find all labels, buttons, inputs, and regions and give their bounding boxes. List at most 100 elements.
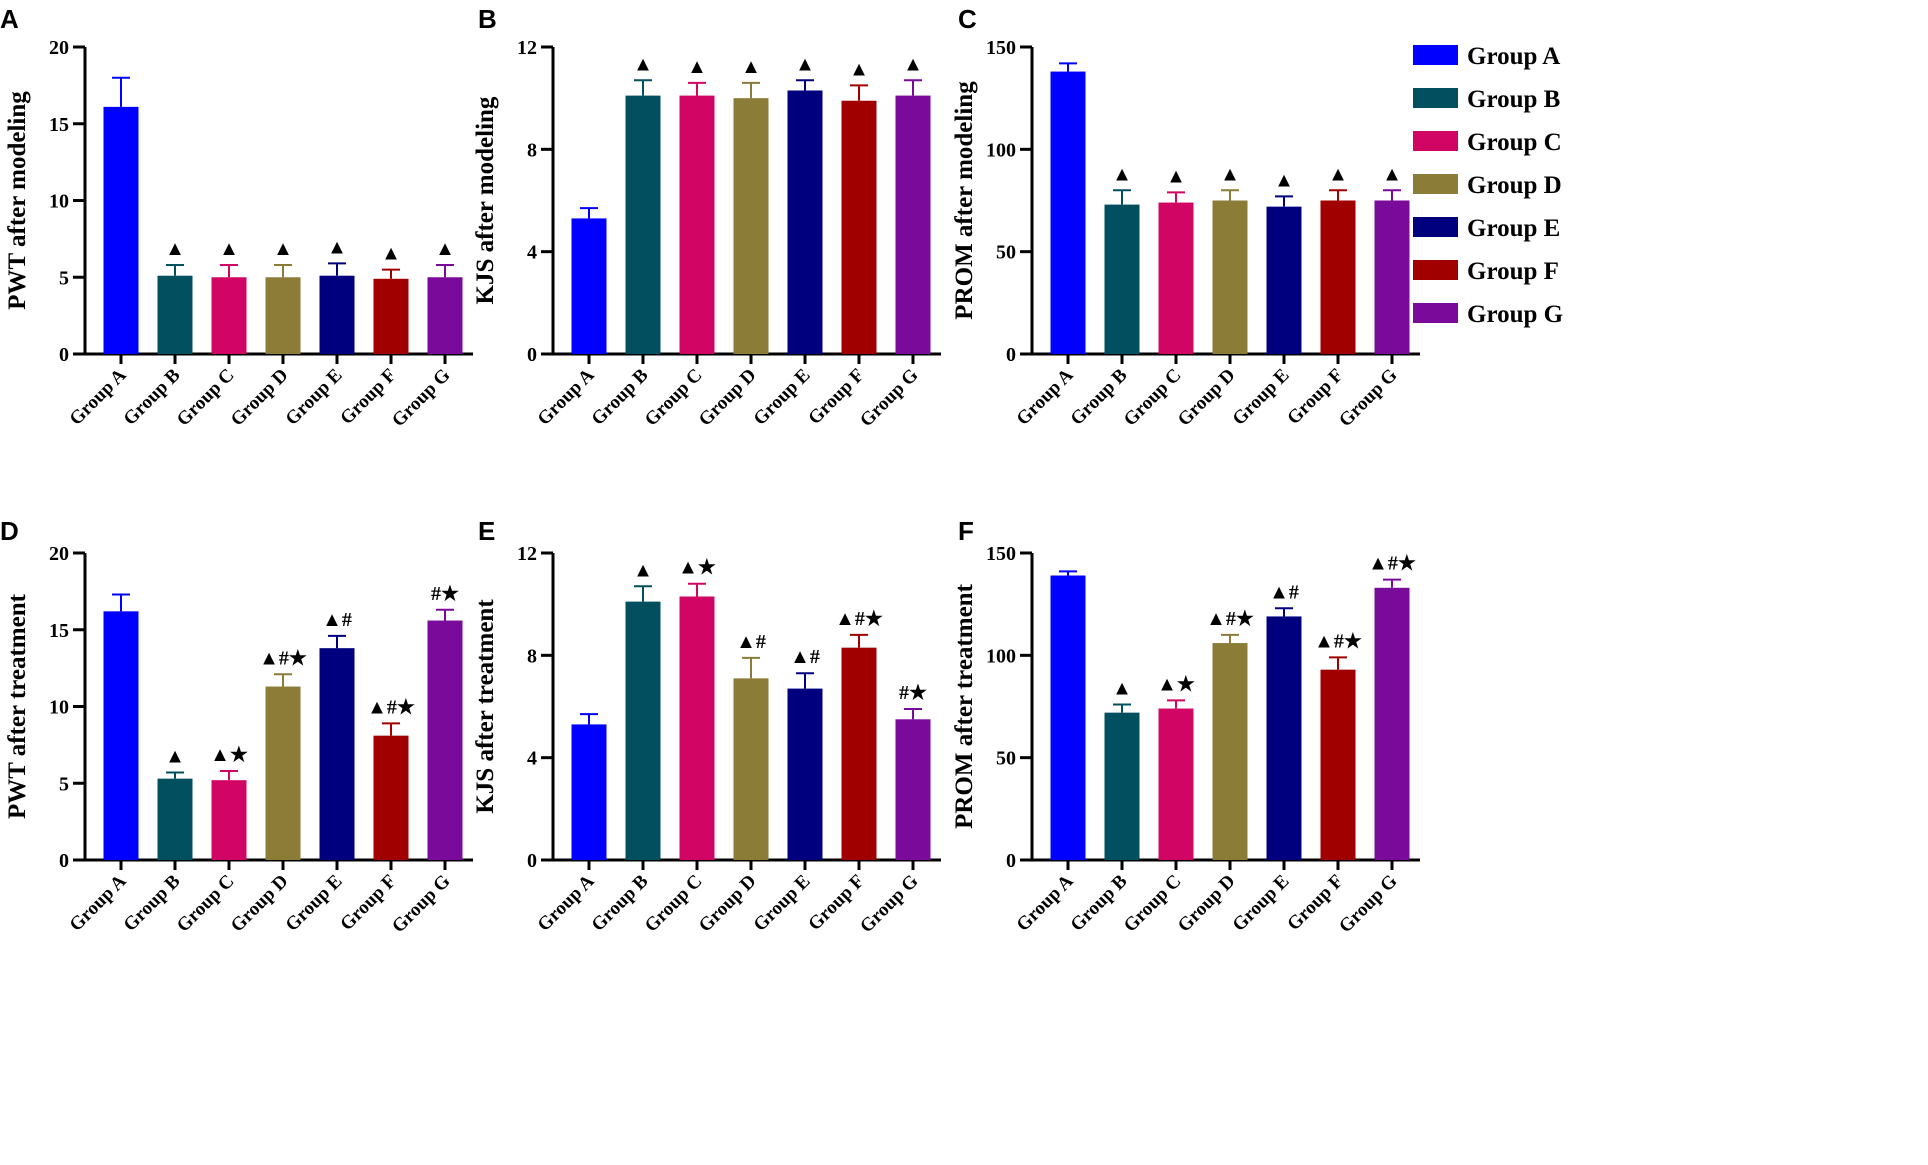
significance-annotation: ▲ bbox=[381, 243, 401, 265]
x-tick-label: Group E bbox=[1229, 365, 1294, 430]
y-tick-label: 20 bbox=[49, 543, 69, 565]
y-tick-label: 5 bbox=[59, 267, 69, 289]
bar bbox=[373, 735, 409, 860]
legend-swatch bbox=[1413, 131, 1458, 151]
y-tick-label: 8 bbox=[527, 645, 537, 667]
bar bbox=[1212, 200, 1248, 354]
significance-annotation: ▲ bbox=[165, 238, 185, 260]
bar bbox=[319, 275, 355, 354]
bar bbox=[265, 277, 301, 354]
significance-annotation: ▲ bbox=[795, 53, 815, 75]
bar bbox=[1050, 71, 1086, 354]
significance-annotation: ▲ bbox=[1166, 165, 1186, 187]
x-tick-label: Group B bbox=[1067, 364, 1132, 429]
bar bbox=[1266, 616, 1302, 860]
legend-label: Group B bbox=[1467, 86, 1560, 113]
y-tick-label: 150 bbox=[986, 543, 1016, 565]
significance-annotation: ▲#★ bbox=[1314, 630, 1362, 652]
y-axis-label: KJS after modeling bbox=[472, 96, 499, 304]
y-tick-label: 20 bbox=[49, 37, 69, 59]
y-tick-label: 4 bbox=[527, 242, 537, 264]
bar bbox=[265, 686, 301, 860]
panel-label: F bbox=[958, 516, 974, 546]
bar bbox=[841, 647, 877, 860]
significance-annotation: ▲# bbox=[790, 646, 820, 668]
significance-annotation: ▲ bbox=[633, 559, 653, 581]
significance-annotation: ▲#★ bbox=[835, 608, 883, 630]
legend-label: Group E bbox=[1467, 215, 1560, 242]
bar bbox=[319, 648, 355, 860]
panel-label: E bbox=[478, 516, 495, 546]
bar bbox=[427, 620, 463, 860]
legend-swatch bbox=[1413, 217, 1458, 237]
bar bbox=[679, 596, 715, 860]
x-tick-label: Group D bbox=[1174, 871, 1240, 937]
x-tick-label: Group D bbox=[695, 871, 761, 937]
bar bbox=[733, 678, 769, 860]
x-tick-label: Group E bbox=[282, 871, 347, 936]
bar bbox=[895, 719, 931, 860]
significance-annotation: ▲ bbox=[219, 238, 239, 260]
x-tick-label: Group C bbox=[1120, 871, 1186, 937]
bar bbox=[625, 601, 661, 860]
significance-annotation: ▲#★ bbox=[367, 696, 415, 718]
x-tick-label: Group B bbox=[1067, 870, 1132, 935]
y-axis-label: PROM after treatment bbox=[951, 583, 978, 828]
y-tick-label: 10 bbox=[49, 697, 69, 719]
y-axis-label: PWT after modeling bbox=[4, 91, 31, 310]
significance-annotation: ▲#★ bbox=[259, 647, 307, 669]
bar bbox=[787, 688, 823, 860]
significance-annotation: ▲ bbox=[903, 53, 923, 75]
significance-annotation: ▲ bbox=[1274, 169, 1294, 191]
panel-label: D bbox=[0, 516, 19, 546]
y-axis-label: PROM after modeling bbox=[951, 81, 978, 320]
bar bbox=[895, 95, 931, 354]
x-tick-label: Group G bbox=[1335, 871, 1402, 938]
legend-label: Group C bbox=[1467, 129, 1562, 156]
x-tick-label: Group D bbox=[1174, 365, 1240, 431]
significance-annotation: ▲#★ bbox=[1368, 553, 1416, 575]
x-tick-label: Group G bbox=[388, 871, 455, 938]
bar bbox=[157, 778, 193, 860]
x-tick-label: Group E bbox=[1229, 871, 1294, 936]
y-tick-label: 12 bbox=[517, 543, 537, 565]
bar bbox=[571, 724, 607, 860]
y-tick-label: 5 bbox=[59, 773, 69, 795]
significance-annotation: ▲ bbox=[1112, 677, 1132, 699]
y-tick-label: 10 bbox=[49, 191, 69, 213]
bar bbox=[679, 95, 715, 354]
significance-annotation: ▲★ bbox=[678, 557, 716, 579]
y-tick-label: 15 bbox=[49, 114, 69, 136]
y-axis-label: KJS after treatment bbox=[472, 599, 499, 814]
significance-annotation: ▲★ bbox=[1157, 673, 1195, 695]
significance-annotation: ▲ bbox=[741, 56, 761, 78]
bar bbox=[1374, 587, 1410, 860]
legend-swatch bbox=[1413, 260, 1458, 280]
legend: Group A Group B Group C Group D Group E Group… bbox=[1413, 43, 1563, 328]
y-tick-label: 0 bbox=[1006, 850, 1016, 872]
x-tick-label: Group E bbox=[282, 365, 347, 430]
bar bbox=[1266, 206, 1302, 354]
y-tick-label: 8 bbox=[527, 139, 537, 161]
bar bbox=[427, 277, 463, 354]
y-tick-label: 12 bbox=[517, 37, 537, 59]
bar bbox=[1158, 708, 1194, 860]
x-tick-label: Group A bbox=[1013, 364, 1078, 429]
bar bbox=[625, 95, 661, 354]
significance-annotation: #★ bbox=[899, 682, 927, 704]
x-tick-label: Group G bbox=[388, 365, 455, 432]
x-tick-label: Group A bbox=[66, 870, 131, 935]
y-tick-label: 0 bbox=[1006, 344, 1016, 366]
bar bbox=[841, 100, 877, 354]
legend-swatch bbox=[1413, 303, 1458, 323]
x-tick-label: Group A bbox=[534, 364, 599, 429]
bar bbox=[373, 278, 409, 354]
y-tick-label: 4 bbox=[527, 748, 537, 770]
significance-annotation: ▲ bbox=[435, 238, 455, 260]
